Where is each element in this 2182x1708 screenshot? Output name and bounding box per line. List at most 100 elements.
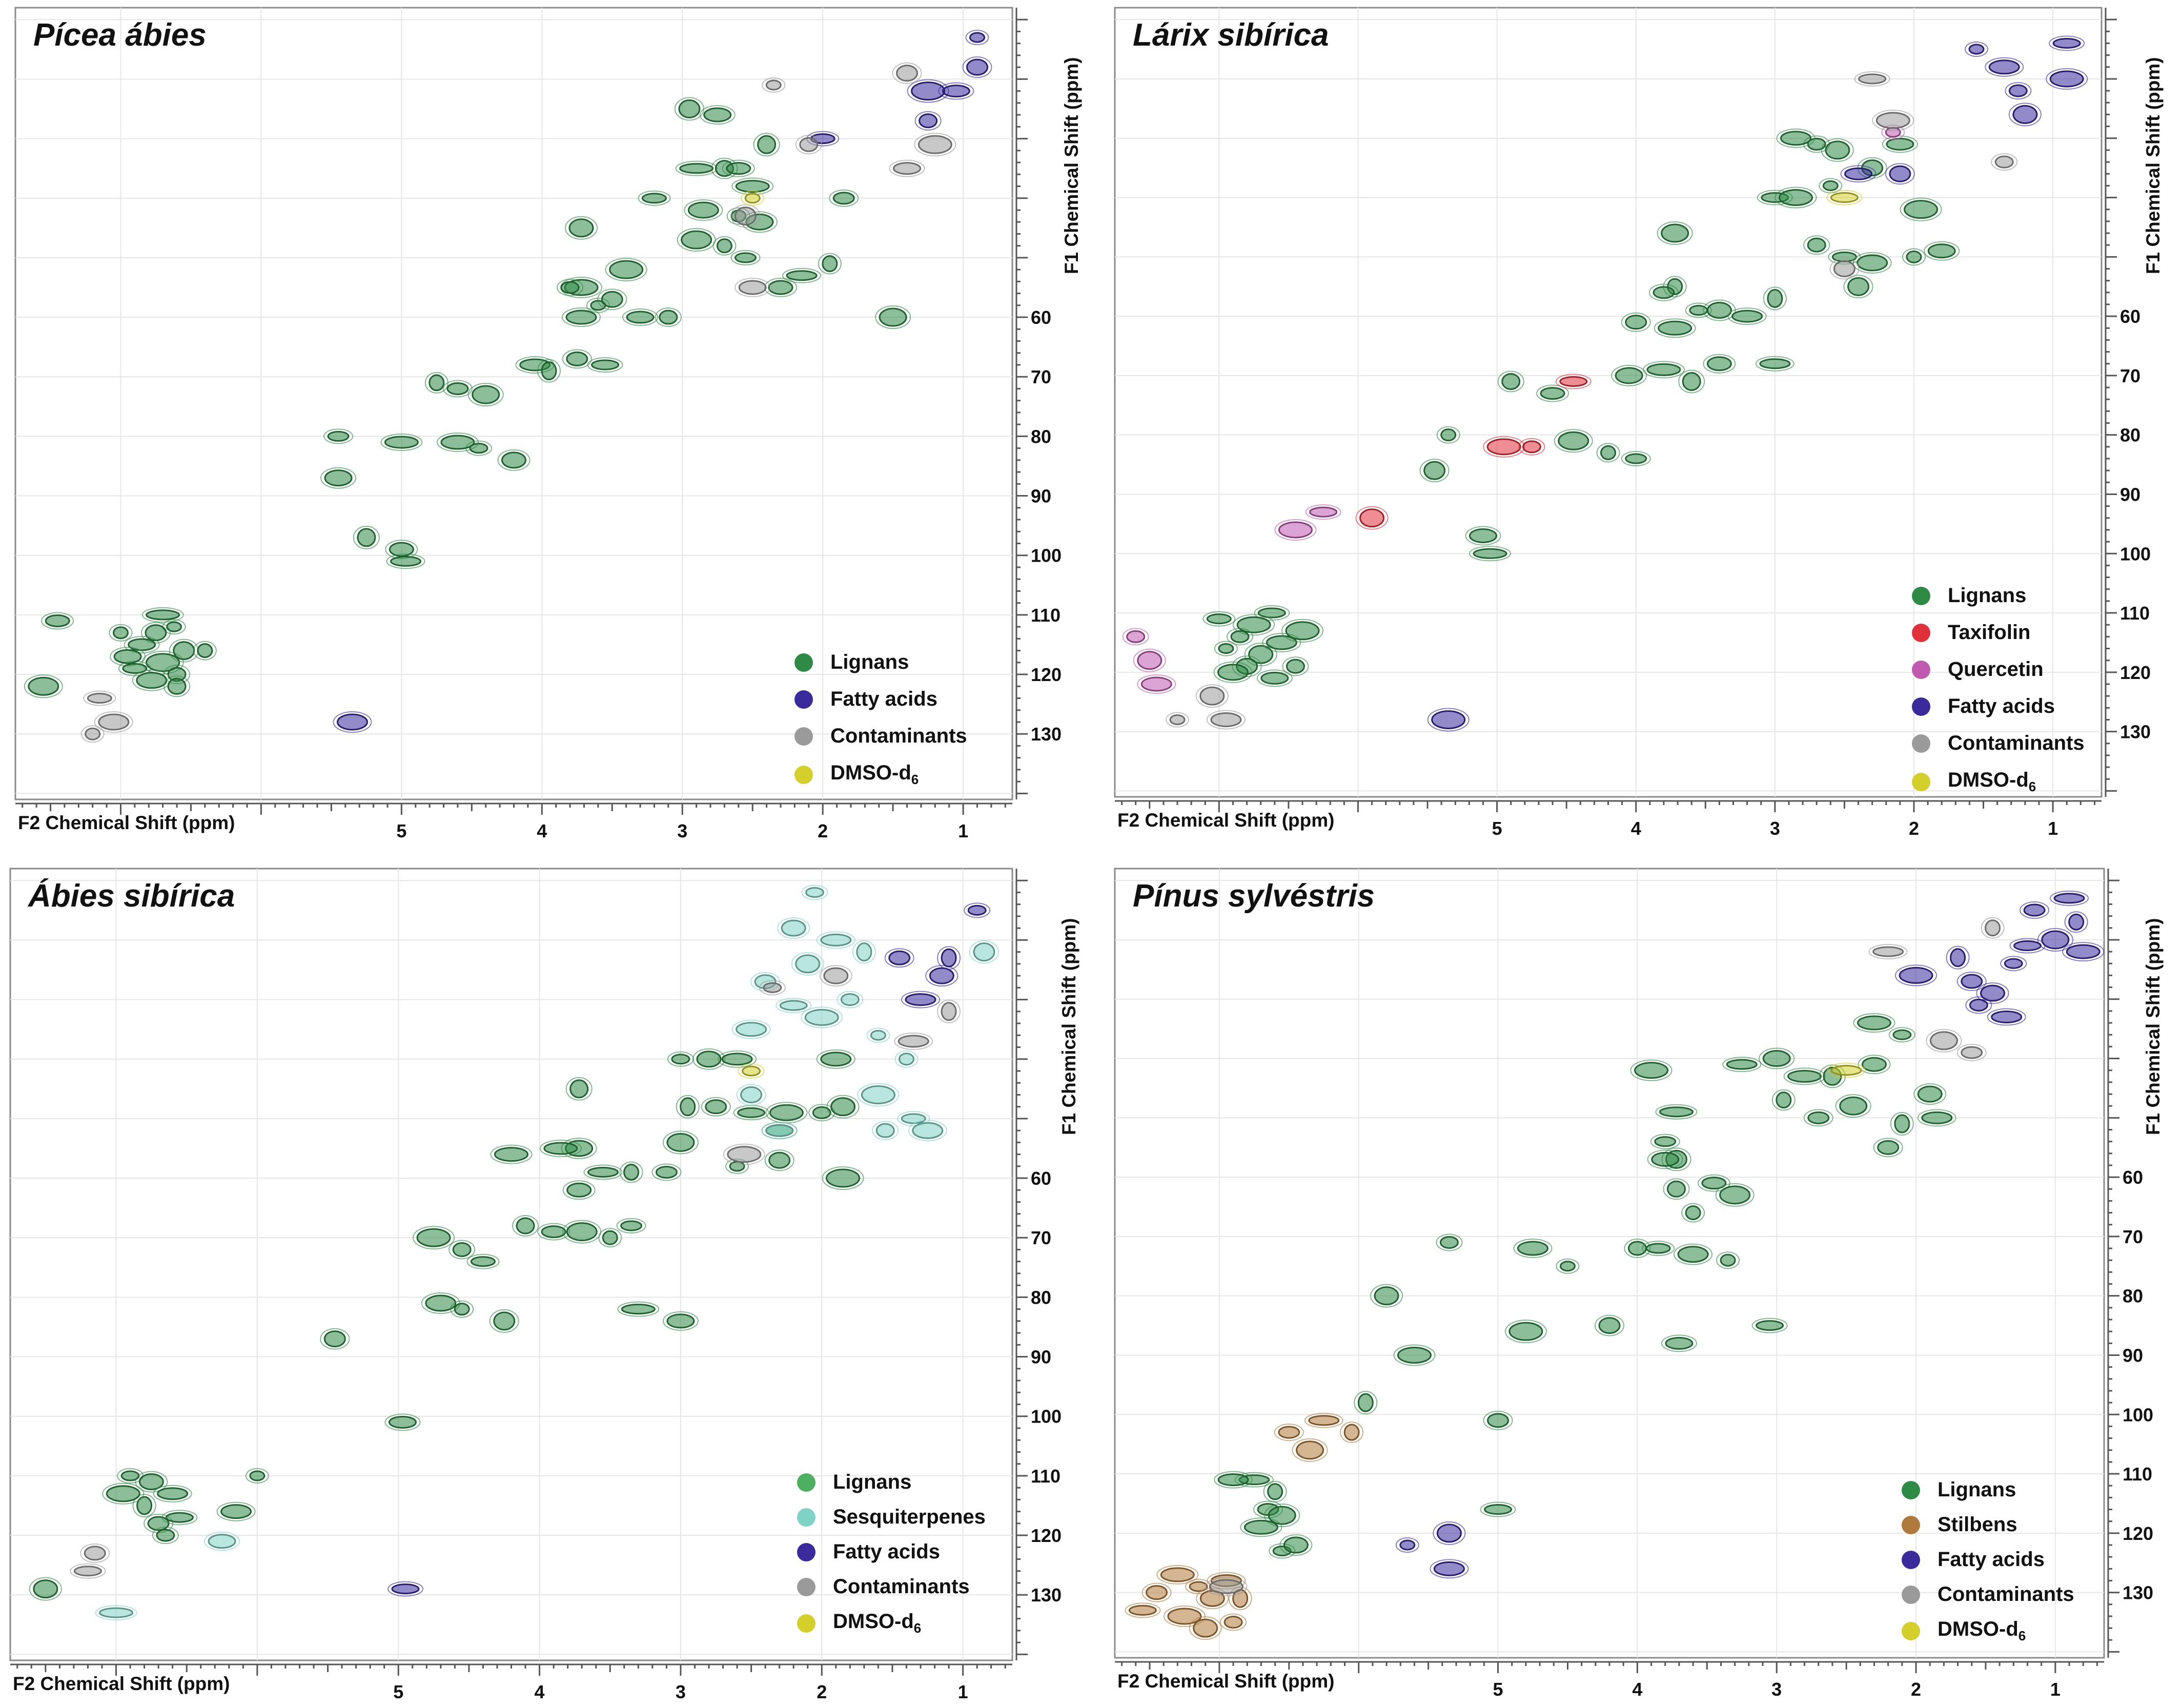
series-lignans [1214,1013,1956,1559]
peak-contour-lignans [1803,235,1830,255]
x-axis-label: F2 Chemical Shift (ppm) [1117,810,1335,831]
panel-larix-sibirica: 5 4 3 2 1 60 70 80 90 100 110 120 130 Lárix sibírica F… [1112,7,2168,846]
peak-taxifolin [1486,438,1521,456]
peak-contour-taxifolin [1355,506,1389,530]
peak-contour-contaminants [937,999,961,1023]
peak-contour-lignans [1890,1112,1914,1136]
peak-contour-lignans [662,1130,699,1155]
peak-stilbens [1296,1441,1324,1460]
peak-contour-lignans [782,267,822,283]
peak-sesquiterpenes [805,887,825,898]
peak-lignans [454,1303,470,1316]
peak-sesquiterpenes [856,942,872,962]
peak-lignans [587,1166,619,1178]
peak-lignans [440,435,475,450]
peak-contaminants [87,693,112,704]
peak-contaminants [1199,686,1225,706]
peak-lignans [156,1529,175,1542]
peak-contour-contaminants [83,690,116,706]
peak-contour-contaminants [889,159,925,177]
peak-contour-lignans [875,305,911,330]
peak-fatty-acids [1961,974,1983,989]
peak-dmso-d6 [1830,1065,1862,1076]
y-axis-label: F1 Chemical Shift (ppm) [2143,918,2164,1135]
peak-contour-contaminants [735,277,771,297]
x-tick-label: 1 [958,820,968,841]
peak-contour-contaminants [1205,1577,1248,1597]
legend-item-lignans: Lignans [794,651,909,674]
peak-lignans [1659,1106,1694,1118]
peak-contour-contaminants [1206,710,1246,730]
peak-lignans [1625,315,1647,330]
peak-contour-lignans [1650,1134,1680,1149]
peak-fatty-acids [941,948,957,968]
peak-lignans [501,451,526,469]
peak-lignans [166,621,182,632]
peak-contour-lignans [1611,364,1647,386]
peak-lignans [541,1225,566,1239]
peak-lignans [136,1496,153,1515]
peak-lignans [1731,310,1763,323]
peak-sesquiterpenes [898,1053,914,1066]
peak-contour-contaminants [1195,684,1229,708]
spectrum-plot: 5 4 3 2 1 60 70 80 90 100 110 120 130 [1114,7,2151,839]
peak-contour-lignans [1715,1183,1755,1207]
legend-swatch [797,1473,815,1492]
peak-contour-stilbens [1125,1602,1161,1618]
peak-lignans [705,1099,727,1115]
peak-fatty-acids [1991,1010,2023,1023]
peak-contour-sesquiterpenes [908,1120,947,1142]
peak-lignans [768,1151,791,1169]
peak-lignans [1857,1015,1891,1031]
peak-contour-lignans [1821,138,1854,162]
series-dmso-d6 [738,1063,765,1079]
peak-lignans [425,1294,457,1312]
peak-contour-lignans [490,1144,533,1164]
peak-contour-lignans [164,675,191,697]
peak-lignans [620,1220,643,1231]
peak-contour-lignans [1755,356,1794,372]
peak-contour-lignans [1233,614,1275,636]
x-axis [15,802,1012,815]
legend-item-quercetin: Quercetin [1912,658,2044,681]
peak-lignans [1285,621,1320,641]
panel-picea-abies: 5 4 3 2 1 60 70 80 90 100 110 120 130 Pícea ábies F2 C… [13,7,1087,846]
peak-contour-fatty-acids [907,79,949,103]
x-tick-label: 5 [1492,818,1502,839]
legend-item-fatty-acids: Fatty acids [1912,695,2055,718]
legend-swatch [1902,1480,1920,1499]
legend-label: Lignans [1938,1478,2016,1501]
peak-contaminants [84,1546,106,1561]
peak-lignans [1236,616,1271,633]
legend-swatch [797,1508,815,1527]
peak-contour-contaminants [94,711,133,733]
peak-fatty-acids [2068,913,2085,931]
x-tick-label: 3 [1771,1679,1782,1700]
peak-contour-lignans [1759,1047,1795,1069]
peak-contour-lignans [1674,1243,1713,1265]
peak-fatty-acids [2066,944,2101,959]
peak-contour-fatty-acids [2049,35,2085,51]
peak-contaminants [941,1002,957,1021]
peak-contour-fatty-acids [925,965,959,987]
peak-lignans [1666,1180,1686,1198]
peak-contour-stilbens [1163,1605,1206,1627]
peak-lignans [822,255,838,273]
peak-contour-fatty-acids [914,111,942,131]
peak-lignans [1600,445,1616,460]
series-fatty-acids [387,902,991,1597]
peak-contour-lignans [1465,526,1501,546]
peak-lignans [1627,1241,1647,1256]
peak-contaminants [73,1566,102,1577]
peak-contour-lignans [353,525,380,549]
peak-fatty-acids [1399,1539,1416,1551]
peak-quercetin [1137,651,1163,670]
peak-lignans [1559,1261,1576,1272]
peak-lignans [112,626,129,640]
peak-lignans [1374,1286,1399,1306]
plot-title: Pícea ábies [33,17,207,53]
legend-item-dmso-d: DMSO-d6 [1902,1618,2026,1644]
peak-contour-dmso-d6 [1827,1062,1866,1078]
peak-stilbens [1128,1604,1157,1616]
peak-sesquiterpenes [840,993,860,1006]
